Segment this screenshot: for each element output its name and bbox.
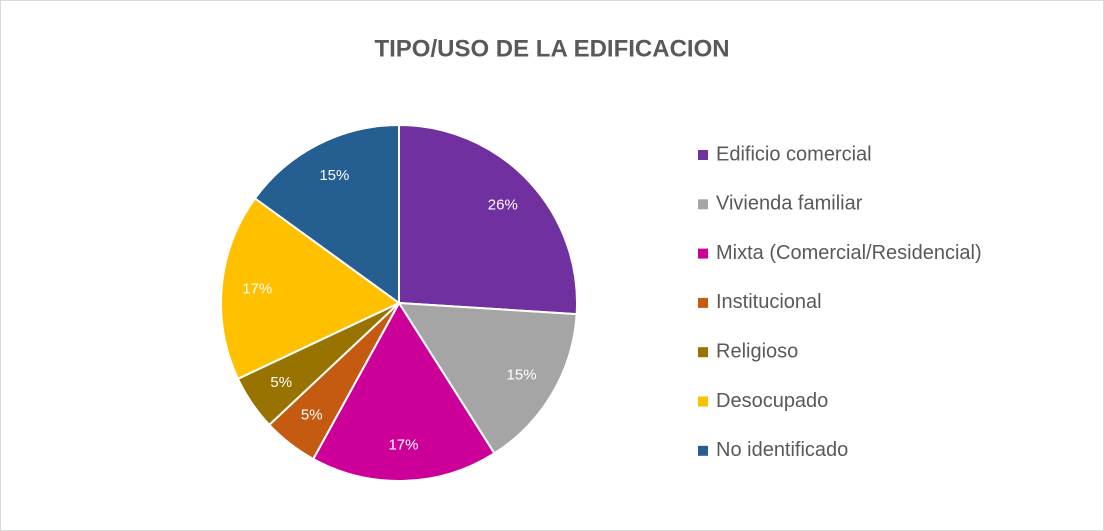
legend-swatch (698, 248, 708, 259)
chart-title: TIPO/USO DE LA EDIFICACION (374, 35, 729, 62)
legend-swatch (698, 396, 708, 407)
pie-slice (311, 301, 496, 482)
data-label: 15% (319, 167, 349, 184)
legend-label: Religioso (716, 340, 798, 362)
legend-label: Mixta (Comercial/Residencial) (716, 242, 982, 264)
pie-slice (397, 301, 578, 455)
data-label: 26% (488, 196, 518, 213)
legend-label: No identificado (716, 439, 848, 461)
pie-slice (220, 196, 401, 381)
legend-swatch (698, 347, 708, 358)
data-label: 17% (242, 281, 272, 298)
legend-swatch (698, 445, 708, 456)
legend-label: Desocupado (716, 390, 828, 412)
legend-swatch (698, 199, 708, 210)
legend-label: Institucional (716, 291, 822, 313)
legend-label: Vivienda familiar (716, 193, 863, 215)
pie-slice (398, 123, 578, 316)
legend-swatch (698, 297, 708, 308)
data-label: 5% (301, 406, 323, 423)
legend-swatch (698, 150, 708, 160)
legend-label: Edificio comercial (716, 143, 872, 165)
data-label: 15% (507, 366, 537, 383)
data-label: 17% (388, 436, 418, 453)
data-label: 5% (270, 374, 292, 391)
pie-slice (253, 123, 400, 305)
